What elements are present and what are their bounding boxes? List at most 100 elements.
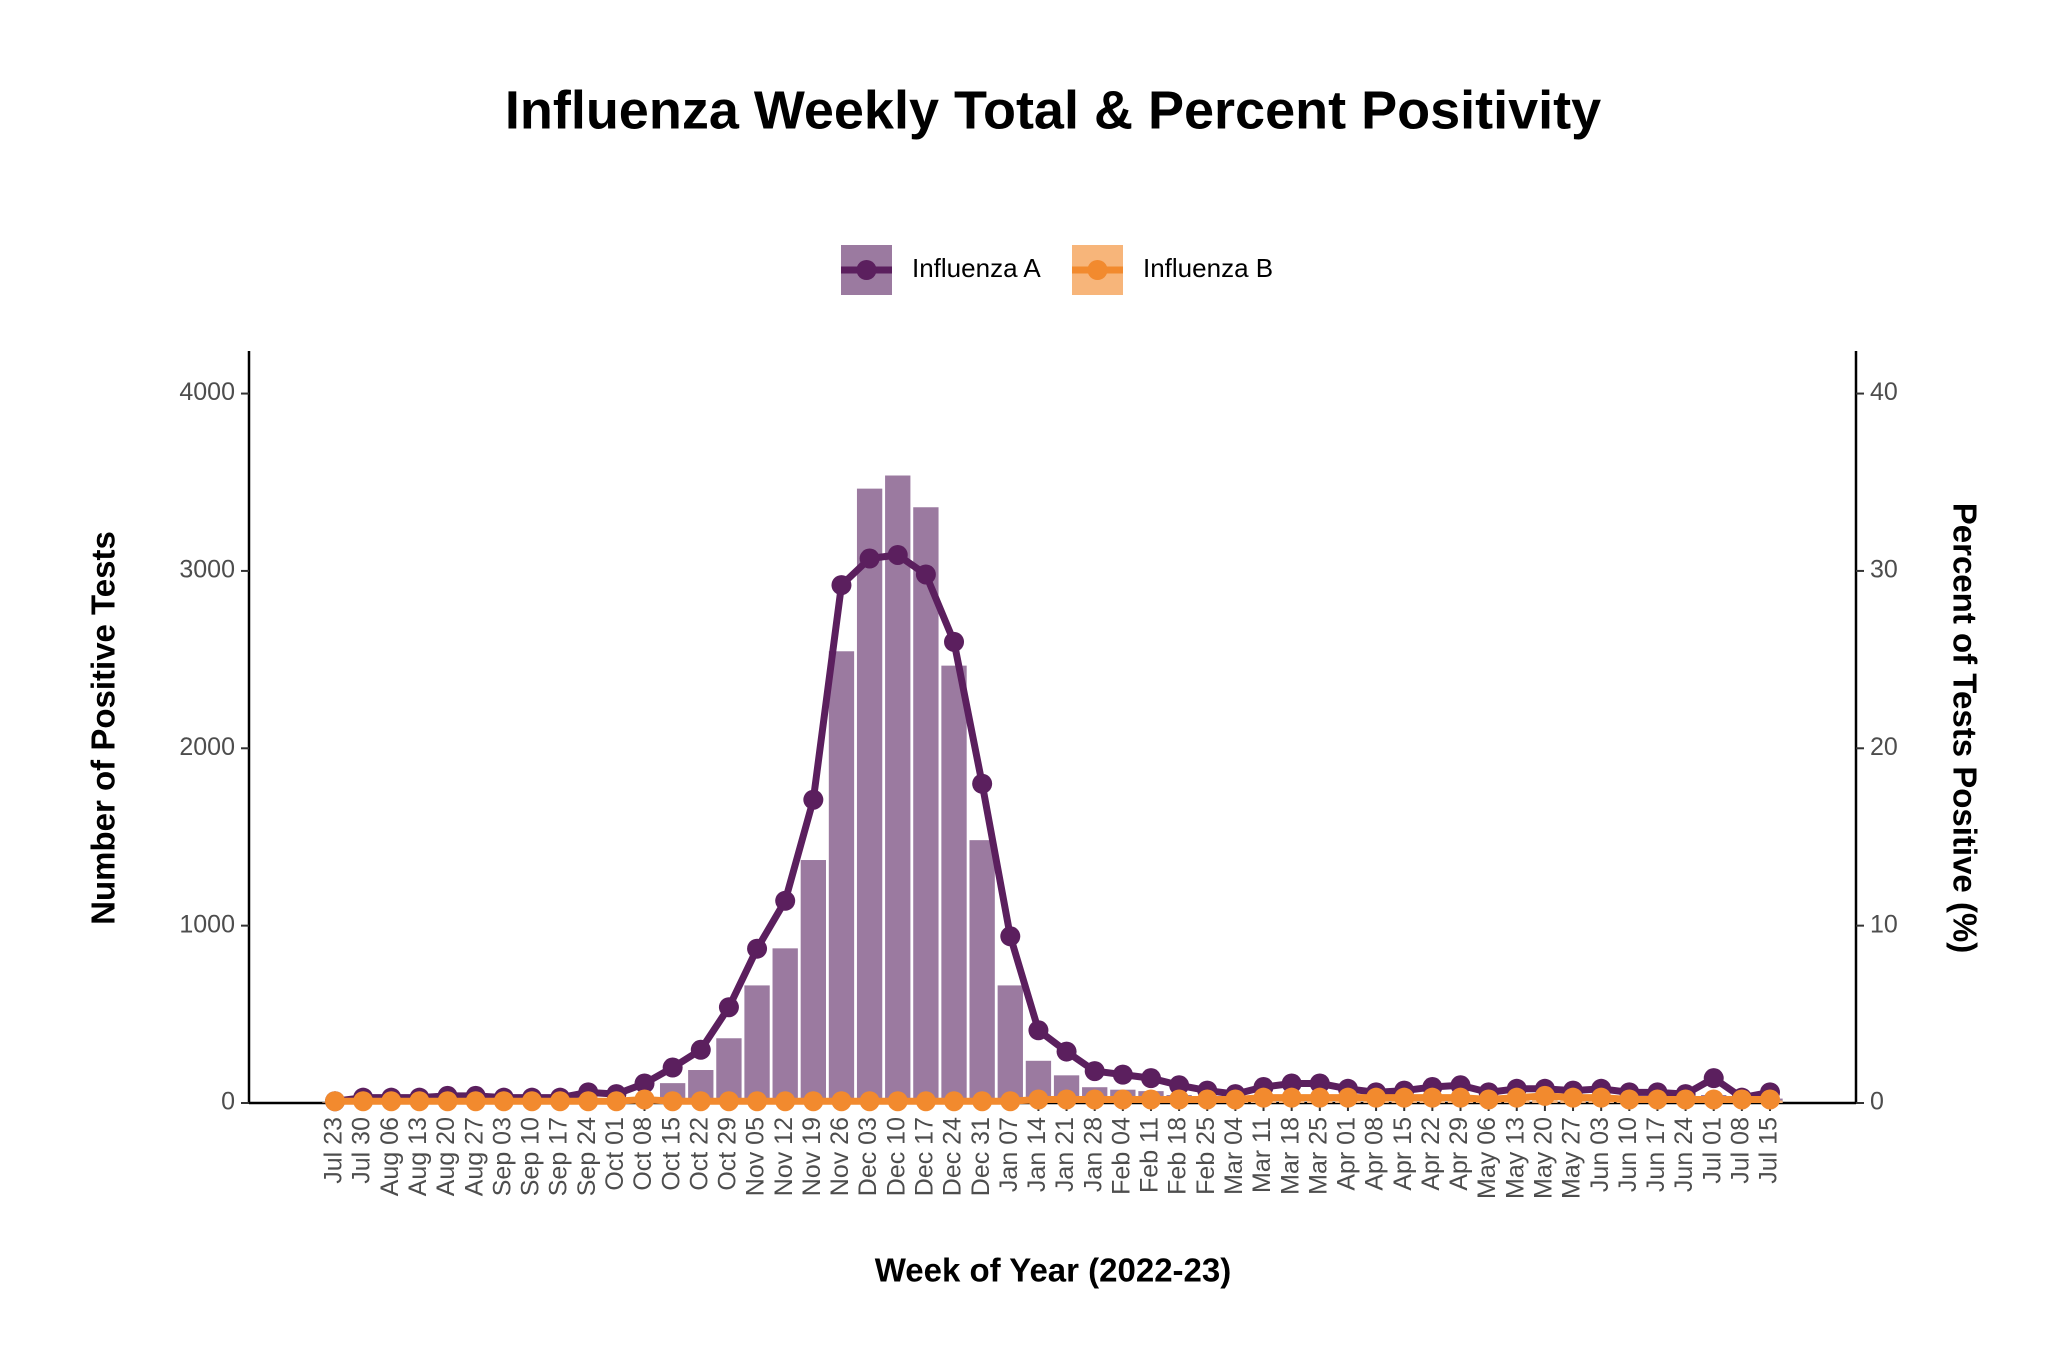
x-tick-label: Aug 06 xyxy=(376,1117,404,1196)
x-tick-label: Apr 15 xyxy=(1389,1117,1417,1191)
point xyxy=(1534,1085,1555,1106)
x-tick-label: Apr 29 xyxy=(1445,1117,1473,1191)
bar xyxy=(969,840,995,1103)
point xyxy=(775,890,796,911)
x-tick-label: Jan 14 xyxy=(1023,1117,1051,1192)
point xyxy=(465,1091,486,1112)
x-tick-label: May 13 xyxy=(1501,1117,1529,1199)
point xyxy=(1703,1068,1724,1089)
x-tick-label: Dec 10 xyxy=(882,1117,910,1196)
point xyxy=(718,997,739,1018)
bar xyxy=(800,860,826,1103)
x-tick-label: Jul 23 xyxy=(320,1117,348,1184)
y-tick-label: 2000 xyxy=(179,733,235,761)
point xyxy=(747,938,768,959)
point xyxy=(1112,1064,1133,1085)
point xyxy=(1703,1089,1724,1110)
x-tick-label: Apr 08 xyxy=(1361,1117,1389,1191)
x-tick-label: Oct 22 xyxy=(685,1117,713,1191)
x-tick-label: Jul 30 xyxy=(348,1117,376,1184)
point xyxy=(1028,1020,1049,1041)
bar xyxy=(941,665,967,1103)
point xyxy=(1366,1087,1387,1108)
legend-key-point xyxy=(856,260,877,280)
x-tick-label: Oct 29 xyxy=(714,1117,742,1191)
x-tick-label: Jan 21 xyxy=(1051,1117,1079,1192)
x-tick-label: Oct 01 xyxy=(601,1117,629,1191)
x-tick-label: Jul 15 xyxy=(1755,1117,1783,1184)
point xyxy=(381,1091,402,1112)
point xyxy=(1140,1089,1161,1110)
point xyxy=(578,1091,599,1112)
point xyxy=(944,631,965,652)
point xyxy=(1394,1087,1415,1108)
point xyxy=(493,1091,514,1112)
x-tick-label: Sep 17 xyxy=(545,1117,573,1196)
point xyxy=(409,1091,430,1112)
point xyxy=(1563,1087,1584,1108)
point xyxy=(1760,1089,1780,1110)
x-tick-label: Jan 28 xyxy=(1079,1117,1107,1192)
x-tick-label: Jul 01 xyxy=(1698,1117,1726,1184)
point xyxy=(1337,1087,1358,1108)
bar xyxy=(913,507,939,1104)
point xyxy=(690,1039,711,1060)
point xyxy=(1309,1073,1330,1094)
legend-key-point xyxy=(1087,260,1108,280)
point xyxy=(1056,1041,1077,1062)
x-tick-label: Dec 03 xyxy=(854,1117,882,1196)
x-tick-label: Feb 04 xyxy=(1107,1117,1135,1195)
point xyxy=(1084,1089,1105,1110)
point xyxy=(1000,1091,1021,1112)
x-tick-label: Dec 31 xyxy=(967,1117,995,1196)
x-tick-label: Jul 08 xyxy=(1726,1117,1754,1184)
x-tick-label: Aug 27 xyxy=(460,1117,488,1196)
x-tick-label: Sep 03 xyxy=(488,1117,516,1196)
x-axis-title: Week of Year (2022-23) xyxy=(875,1252,1232,1289)
legend-label: Influenza A xyxy=(912,253,1041,283)
point xyxy=(662,1057,683,1078)
x-tick-label: Jun 03 xyxy=(1586,1117,1614,1192)
y2-tick-label: 40 xyxy=(1870,378,1898,406)
x-tick-label: Jun 17 xyxy=(1642,1117,1670,1192)
y-tick-label: 1000 xyxy=(179,910,235,938)
point xyxy=(1056,1089,1077,1110)
point xyxy=(1591,1087,1612,1108)
point xyxy=(1647,1089,1668,1110)
x-tick-label: Sep 24 xyxy=(573,1117,601,1196)
x-tick-label: May 20 xyxy=(1530,1117,1558,1199)
point xyxy=(718,1091,739,1112)
bar xyxy=(997,985,1023,1103)
line xyxy=(334,551,1771,1105)
point xyxy=(634,1073,655,1094)
point xyxy=(1506,1087,1527,1108)
x-tick-label: Sep 10 xyxy=(517,1117,545,1196)
x-tick-label: Feb 18 xyxy=(1164,1117,1192,1195)
y2-tick-label: 30 xyxy=(1870,556,1898,584)
point xyxy=(803,1091,824,1112)
point xyxy=(1309,1087,1330,1108)
x-tick-label: May 27 xyxy=(1558,1117,1586,1199)
x-tick-label: Apr 22 xyxy=(1417,1117,1445,1191)
point xyxy=(550,1091,571,1112)
point xyxy=(831,575,852,596)
point xyxy=(1169,1089,1190,1110)
point xyxy=(437,1091,458,1112)
bar xyxy=(885,475,911,1104)
point xyxy=(1281,1073,1302,1094)
point xyxy=(944,1091,965,1112)
x-tick-label: Mar 18 xyxy=(1276,1117,1304,1195)
x-tick-label: Oct 15 xyxy=(657,1117,685,1191)
point xyxy=(1197,1089,1218,1110)
point xyxy=(1619,1089,1640,1110)
y2-axis-title: Percent of Tests Positive (%) xyxy=(1946,503,1983,954)
point xyxy=(662,1091,683,1112)
y-tick-label: 4000 xyxy=(179,378,235,406)
point xyxy=(634,1089,655,1110)
point xyxy=(1140,1068,1161,1089)
point xyxy=(831,1091,852,1112)
line xyxy=(335,1092,1770,1105)
point xyxy=(1084,1061,1105,1082)
